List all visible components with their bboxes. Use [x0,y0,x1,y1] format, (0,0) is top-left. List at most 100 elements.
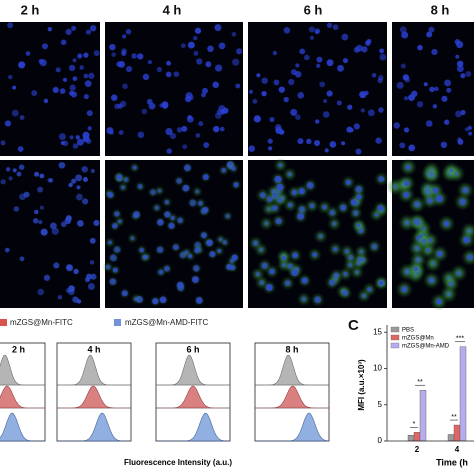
nucleus [131,53,137,59]
nucleus [139,247,145,253]
nucleus [166,60,172,66]
nucleus [110,94,118,101]
nucleus [169,132,177,140]
nucleus [222,107,229,114]
nucleus [77,53,83,59]
nucleus [313,140,321,147]
nucleus [67,288,75,296]
nucleus [8,176,13,181]
nucleus [342,57,349,64]
nucleus [83,73,89,79]
nucleus [352,210,359,216]
histogram-peak [0,355,45,386]
nucleus [326,59,334,67]
nucleus [446,87,452,93]
nucleus [424,188,432,196]
nucleus [355,193,362,200]
nucleus [82,198,89,205]
histogram-peak [57,385,131,409]
legend-label: mZGS@Mn-AMD [402,344,450,350]
nucleus [371,72,377,78]
nucleus [379,53,387,61]
nucleus [312,252,318,258]
nucleus [88,72,95,79]
nucleus [413,218,421,226]
histogram-peak [156,412,230,442]
nucleus [301,296,307,302]
bar [453,424,461,442]
nucleus [164,199,170,205]
nucleus [269,117,275,123]
nucleus [8,74,13,80]
nucleus [6,167,11,172]
nucleus [292,252,299,259]
nucleus [184,164,191,172]
nucleus [195,297,203,304]
histogram-peak [0,385,45,409]
nucleus [202,206,209,214]
nucleus [272,205,278,211]
nucleus [154,205,160,211]
nucleus [60,140,65,146]
nucleus [283,96,289,103]
nucleus [347,104,353,110]
nucleus [379,48,385,54]
nucleus [361,293,367,299]
nucleus [181,125,188,132]
nucleus [106,127,114,135]
nucleus [421,238,427,245]
nucleus [309,35,315,40]
nucleus [89,237,96,244]
nucleus [275,218,282,225]
nucleus [275,124,282,131]
time-label: 8 h [285,344,298,354]
nucleus [408,144,416,152]
nucleus [125,29,132,35]
nucleus [65,215,72,222]
nucleus [197,200,204,206]
nucleus [343,271,348,277]
nucleus [329,141,337,148]
legend-label: PBS [402,328,414,334]
nucleus [361,46,368,53]
nucleus [432,104,438,109]
nucleus [233,181,239,188]
nucleus [76,219,84,227]
nucleus [142,73,150,81]
nucleus [53,262,60,269]
nucleus [72,143,79,149]
nucleus [456,40,464,49]
nucleus [356,223,361,228]
nucleus [18,61,26,69]
nucleus [304,54,310,61]
y-axis-label: MFI (a.u.×10³) [357,359,366,411]
nucleus [43,274,51,281]
nucleus [47,27,53,32]
nucleus [111,222,118,229]
nucleus [176,127,183,133]
nucleus [81,166,88,173]
column-label: 2 h [21,2,40,17]
nucleus [326,90,333,97]
nucleus [193,50,199,56]
nucleus [58,161,66,169]
nucleus [19,115,25,121]
nucleus [214,24,222,32]
nucleus [324,148,329,153]
histogram-peak [57,355,131,386]
nucleus [85,29,92,35]
nucleus [267,146,273,151]
nucleus [455,54,460,59]
nucleus [177,217,184,224]
nucleus [52,86,59,94]
nucleus [283,27,291,34]
nucleus [215,112,222,119]
nucleus [374,212,379,217]
nucleus [456,60,464,68]
column-label: 6 h [304,2,323,17]
nucleus [69,135,74,140]
nucleus [341,141,346,146]
nucleus [319,81,326,88]
